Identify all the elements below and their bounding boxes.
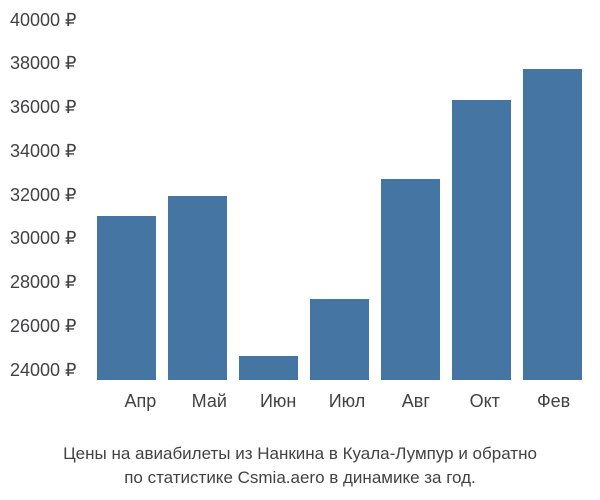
bar-wrapper [381,20,440,380]
bar [97,216,156,380]
caption-line-2: по статистике Csmia.aero в динамике за г… [10,466,590,490]
chart-area: 40000 ₽38000 ₽36000 ₽34000 ₽32000 ₽30000… [10,10,590,383]
bar-wrapper [168,20,227,380]
bar-wrapper [239,20,298,380]
x-tick-label: Май [181,391,238,412]
x-tick-label: Июл [319,391,376,412]
bar-wrapper [452,20,511,380]
x-tick-label: Июн [250,391,307,412]
bar [452,100,511,380]
bar [239,356,298,380]
y-axis: 40000 ₽38000 ₽36000 ₽34000 ₽32000 ₽30000… [10,20,89,370]
price-chart: 40000 ₽38000 ₽36000 ₽34000 ₽32000 ₽30000… [10,10,590,490]
x-tick-label: Фев [525,391,582,412]
x-tick-label: Окт [456,391,513,412]
bar-wrapper [97,20,156,380]
x-tick-label: Авг [387,391,444,412]
bar-wrapper [310,20,369,380]
x-axis: Апр Май Июн Июл Авг Окт Фев [10,391,590,412]
caption-line-1: Цены на авиабилеты из Нанкина в Куала-Лу… [10,442,590,466]
bar [168,196,227,380]
x-tick-label: Апр [112,391,169,412]
bar [310,299,369,380]
bar [523,69,582,380]
plot-area [89,20,590,380]
chart-caption: Цены на авиабилеты из Нанкина в Куала-Лу… [10,442,590,490]
bar [381,179,440,380]
bar-wrapper [523,20,582,380]
